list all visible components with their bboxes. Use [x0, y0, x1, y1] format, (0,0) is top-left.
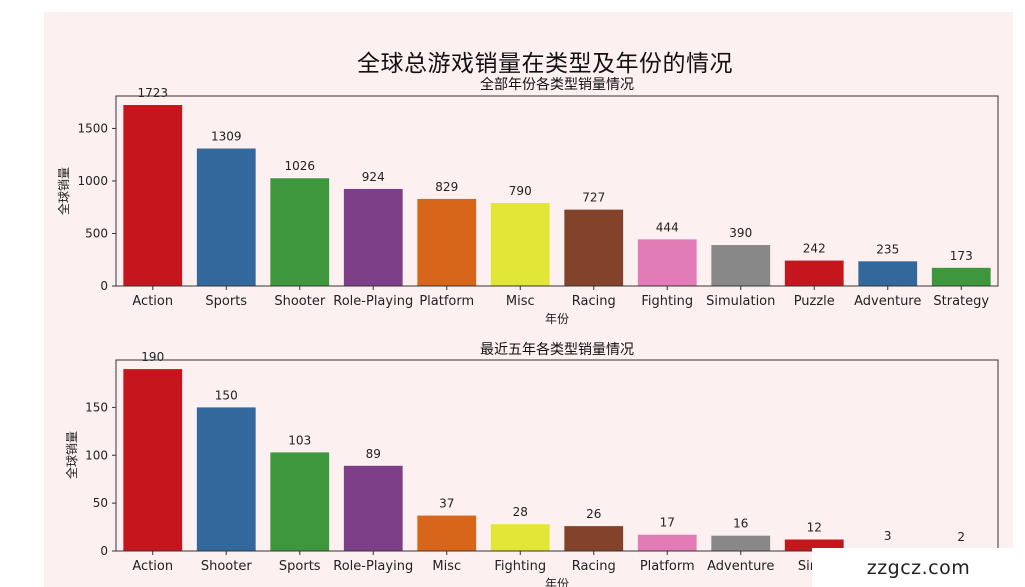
- category-label-0-5: Misc: [506, 294, 535, 309]
- bar-0-7: [637, 239, 697, 286]
- category-label-0-4: Platform: [419, 294, 474, 309]
- y-axis-label-0: 全球销量: [56, 167, 71, 215]
- bar-value-label-0-7: 444: [656, 220, 679, 234]
- bar-value-label-1-3: 89: [366, 447, 381, 461]
- category-label-0-0: Action: [132, 294, 173, 309]
- bar-1-2: [270, 452, 330, 551]
- category-label-0-7: Fighting: [641, 294, 693, 309]
- bar-0-3: [343, 188, 403, 286]
- bar-value-label-0-1: 1309: [211, 130, 242, 144]
- bar-1-4: [417, 515, 477, 551]
- y-tick-label-1-3: 150: [85, 400, 108, 414]
- bar-1-8: [711, 535, 771, 551]
- bar-1-0: [123, 369, 183, 551]
- bar-1-1: [196, 407, 256, 551]
- bar-value-label-0-10: 235: [876, 242, 899, 256]
- bar-value-label-1-4: 37: [439, 497, 454, 511]
- y-tick-label-0-1: 500: [85, 226, 108, 240]
- bar-0-8: [711, 245, 771, 286]
- category-label-1-1: Shooter: [201, 559, 252, 574]
- bar-value-label-0-4: 829: [435, 180, 458, 194]
- category-label-1-3: Role-Playing: [333, 559, 413, 574]
- bar-1-9: [784, 539, 844, 551]
- top-strip: [0, 0, 1025, 12]
- y-axis-label-1: 全球销量: [64, 431, 79, 479]
- category-label-0-6: Racing: [572, 294, 616, 309]
- category-label-1-0: Action: [132, 559, 173, 574]
- x-axis-label-0: 年份: [545, 312, 569, 326]
- category-label-0-9: Puzzle: [794, 294, 835, 309]
- bar-0-10: [858, 261, 918, 286]
- category-label-1-5: Fighting: [494, 559, 546, 574]
- x-axis-label-1: 年份: [545, 577, 569, 587]
- category-label-1-6: Racing: [572, 559, 616, 574]
- bar-value-label-0-2: 1026: [284, 159, 315, 173]
- bar-value-label-1-11: 2: [957, 530, 965, 544]
- bar-value-label-1-9: 12: [807, 521, 822, 535]
- bar-0-4: [417, 198, 477, 286]
- y-tick-label-1-1: 50: [93, 496, 108, 510]
- watermark: zzgcz.com: [812, 548, 1025, 587]
- figure-suptitle: 全球总游戏销量在类型及年份的情况: [357, 51, 733, 77]
- bar-value-label-1-8: 16: [733, 517, 748, 531]
- bar-0-9: [784, 260, 844, 286]
- subplot-title-0: 全部年份各类型销量情况: [480, 76, 634, 93]
- bar-0-2: [270, 178, 330, 286]
- bar-1-6: [564, 526, 624, 551]
- bar-value-label-0-0: 1723: [137, 86, 168, 100]
- category-label-0-11: Strategy: [933, 294, 989, 309]
- bar-value-label-1-5: 28: [513, 505, 528, 519]
- bar-value-label-0-6: 727: [582, 191, 605, 205]
- bar-value-label-1-1: 150: [215, 388, 238, 402]
- bar-0-6: [564, 209, 624, 286]
- category-label-1-7: Platform: [640, 559, 695, 574]
- bar-0-0: [123, 105, 183, 286]
- category-label-1-8: Adventure: [707, 559, 774, 574]
- subplot-title-1: 最近五年各类型销量情况: [480, 342, 634, 358]
- category-label-0-3: Role-Playing: [333, 294, 413, 309]
- plot-frame-0: [115, 95, 999, 287]
- category-label-0-2: Shooter: [274, 294, 325, 309]
- bar-value-label-0-8: 390: [729, 226, 752, 240]
- y-tick-label-0-3: 1500: [77, 121, 108, 135]
- bar-0-5: [490, 203, 550, 286]
- bar-1-5: [490, 524, 550, 551]
- y-tick-label-0-2: 1000: [77, 174, 108, 188]
- bar-0-11: [931, 267, 991, 286]
- bar-0-1: [196, 148, 256, 286]
- bar-value-label-1-0: 190: [141, 350, 164, 364]
- bar-value-label-1-10: 3: [884, 529, 892, 543]
- y-tick-label-1-0: 0: [100, 544, 108, 558]
- bar-value-label-1-6: 26: [586, 507, 601, 521]
- category-label-0-1: Sports: [205, 294, 247, 309]
- bar-value-label-0-11: 173: [950, 249, 973, 263]
- bar-value-label-1-7: 17: [660, 516, 675, 530]
- category-label-1-4: Misc: [432, 559, 461, 574]
- y-tick-label-0-0: 0: [100, 279, 108, 293]
- bar-1-7: [637, 534, 697, 551]
- category-label-1-2: Sports: [279, 559, 321, 574]
- bar-value-label-0-9: 242: [803, 242, 826, 256]
- y-tick-label-1-2: 100: [85, 448, 108, 462]
- bar-1-3: [343, 465, 403, 551]
- bar-value-label-0-5: 790: [509, 184, 532, 198]
- category-label-0-8: Simulation: [706, 294, 775, 309]
- bar-value-label-0-3: 924: [362, 170, 385, 184]
- bar-value-label-1-2: 103: [288, 433, 311, 447]
- category-label-0-10: Adventure: [854, 294, 921, 309]
